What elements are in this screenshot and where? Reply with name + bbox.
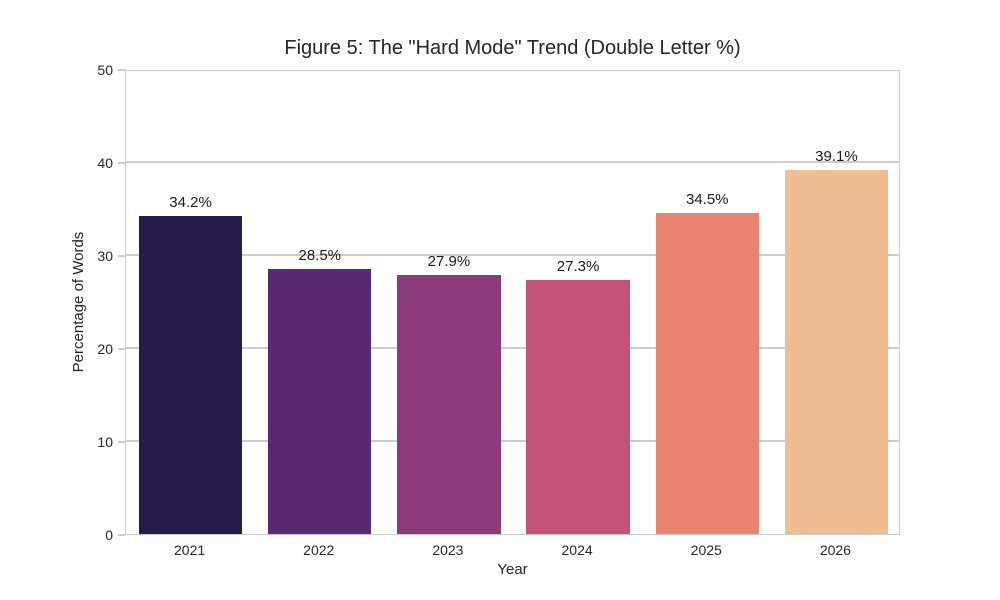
- x-tick-label-2023: 2023: [432, 542, 464, 558]
- y-tick-label-50: 50: [97, 62, 113, 78]
- y-tick-mark-40: [118, 162, 125, 164]
- plot-area: 34.2% 28.5% 27.9% 27.3% 34.5% 39.1%: [125, 70, 900, 535]
- y-tick-label-30: 30: [97, 248, 113, 264]
- gridline-y-20: [126, 347, 899, 349]
- x-tick-label-2025: 2025: [690, 542, 722, 558]
- x-tick-label-2026: 2026: [819, 542, 851, 558]
- y-tick-mark-10: [118, 441, 125, 443]
- bar-2022: [268, 268, 372, 534]
- y-tick-mark-20: [118, 348, 125, 350]
- y-tick-mark-0: [118, 534, 125, 536]
- gridline-y-30: [126, 254, 899, 256]
- chart-title: Figure 5: The "Hard Mode" Trend (Double …: [284, 37, 741, 59]
- value-label-2023: 27.9%: [427, 252, 471, 270]
- value-label-2026: 39.1%: [815, 148, 858, 166]
- x-tick-label-2024: 2024: [561, 542, 593, 558]
- bar-2025: [655, 213, 759, 534]
- bar-2026: [784, 170, 889, 534]
- value-label-2022: 28.5%: [298, 246, 342, 264]
- bar-2023: [397, 274, 501, 534]
- y-tick-label-40: 40: [97, 155, 113, 171]
- value-label-2024: 27.3%: [556, 258, 600, 276]
- y-tick-mark-30: [118, 255, 125, 257]
- y-tick-mark-50: [118, 69, 125, 71]
- x-axis-label: Year: [497, 561, 528, 578]
- bar-2024: [526, 280, 630, 534]
- y-tick-label-20: 20: [97, 341, 113, 357]
- value-label-2025: 34.5%: [685, 191, 729, 209]
- value-label-2021: 34.2%: [169, 193, 212, 211]
- gridline-y-10: [126, 440, 899, 442]
- x-tick-label-2021: 2021: [174, 542, 206, 558]
- x-tick-label-2022: 2022: [303, 542, 335, 558]
- bar-2021: [138, 215, 243, 534]
- gridline-y-40: [126, 161, 899, 163]
- y-tick-label-10: 10: [97, 434, 113, 450]
- y-tick-label-0: 0: [105, 527, 113, 543]
